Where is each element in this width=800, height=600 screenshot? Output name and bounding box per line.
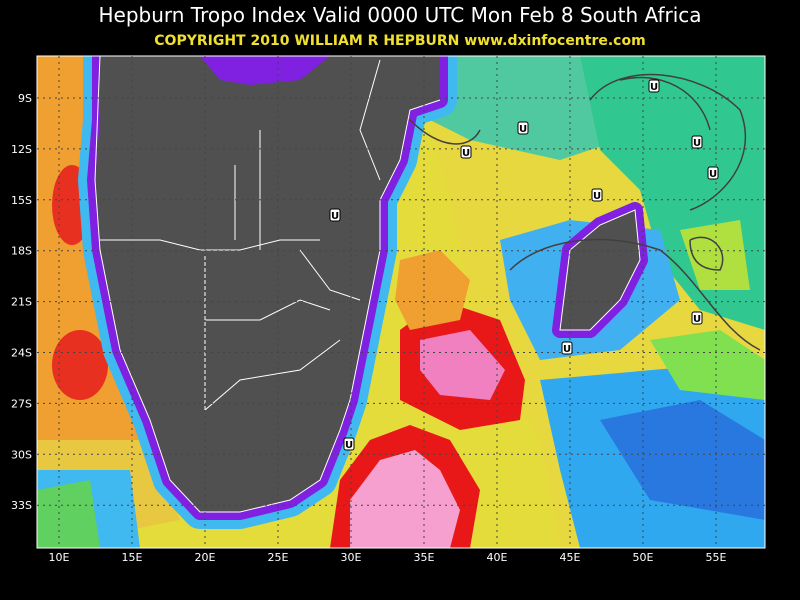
lat-tick-label: 18S <box>11 245 32 258</box>
marker-label: U <box>563 344 571 355</box>
marker-label: U <box>331 211 339 222</box>
lon-tick-label: 10E <box>49 551 70 564</box>
lon-tick-label: 30E <box>341 551 362 564</box>
marker-box <box>561 341 573 355</box>
marker-label: U <box>462 148 470 159</box>
lon-tick-label: 45E <box>560 551 581 564</box>
marker-box <box>343 437 355 451</box>
lat-tick-label: 24S <box>11 347 32 360</box>
lat-tick-label: 30S <box>11 448 32 461</box>
marker-label: U <box>693 138 701 149</box>
marker-label: U <box>593 191 601 202</box>
marker-box <box>517 121 529 135</box>
markers: U U U U U U U U U U <box>329 79 719 451</box>
marker-label: U <box>709 169 717 180</box>
lon-tick-label: 35E <box>414 551 435 564</box>
marker-box <box>648 79 660 93</box>
tropo-field <box>37 56 765 548</box>
marker-box <box>707 166 719 180</box>
marker-box <box>329 208 341 222</box>
lat-tick-label: 33S <box>11 499 32 512</box>
graticule: 9S 12S 15S 18S 21S 24S 27S 30S 33S 10E 15E 20E 25E 30… <box>11 56 765 564</box>
marker-label: U <box>693 314 701 325</box>
marker-box <box>691 135 703 149</box>
marker-label: U <box>650 82 658 93</box>
lon-tick-label: 25E <box>268 551 289 564</box>
lat-tick-label: 27S <box>11 397 32 410</box>
marker-box <box>591 188 603 202</box>
marker-box <box>691 311 703 325</box>
lon-tick-label: 15E <box>122 551 143 564</box>
map-title: Hepburn Tropo Index Valid 0000 UTC Mon F… <box>98 3 701 27</box>
marker-label: U <box>345 440 353 451</box>
lon-tick-label: 40E <box>487 551 508 564</box>
lon-tick-label: 50E <box>633 551 654 564</box>
lat-tick-label: 15S <box>11 194 32 207</box>
lon-tick-label: 55E <box>706 551 727 564</box>
lon-tick-label: 20E <box>195 551 216 564</box>
lat-tick-label: 12S <box>11 143 32 156</box>
lat-tick-label: 9S <box>18 92 32 105</box>
contours <box>409 73 761 351</box>
map-subtitle: COPYRIGHT 2010 WILLIAM R HEPBURN www.dxi… <box>154 33 645 49</box>
africa-landmass <box>78 56 457 529</box>
lat-tick-label: 21S <box>11 296 32 309</box>
marker-box <box>460 145 472 159</box>
marker-label: U <box>519 124 527 135</box>
